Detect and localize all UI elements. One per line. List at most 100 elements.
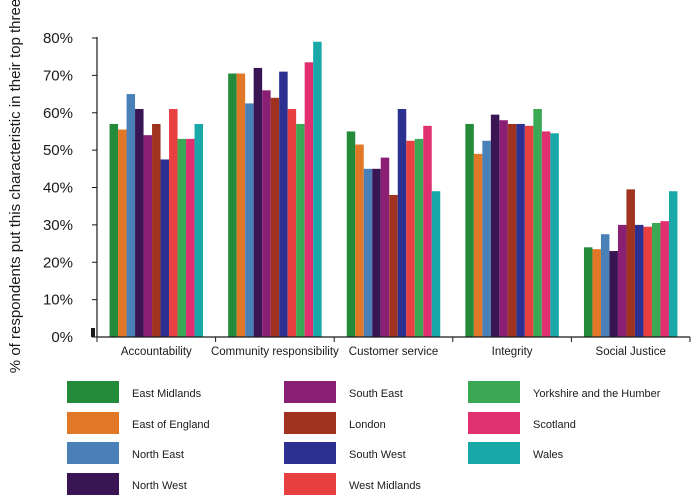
bar: [397, 109, 407, 337]
y-tick-label: 0%: [51, 329, 73, 346]
bar: [660, 221, 669, 337]
bar: [533, 109, 542, 337]
bar: [465, 123, 474, 338]
bar: [253, 67, 263, 338]
bar: [482, 140, 491, 337]
bar: [473, 153, 483, 337]
bar: [380, 157, 390, 337]
legend: East Midlands East of England North East No…: [67, 381, 661, 495]
bar: [135, 109, 144, 337]
bars: [109, 41, 678, 338]
bar: [346, 131, 356, 337]
legend-item: North West: [67, 473, 187, 495]
x-tick-label: Community responsibility: [211, 346, 339, 358]
legend-swatch: [468, 442, 520, 464]
bar: [634, 224, 644, 337]
legend-item: Scotland: [468, 412, 576, 434]
bar: [270, 97, 280, 337]
legend-item: Yorkshire and the Humber: [468, 381, 661, 403]
bar: [668, 191, 678, 337]
bar: [617, 224, 627, 337]
bar: [355, 144, 364, 337]
legend-label: North East: [132, 449, 184, 461]
bar: [389, 194, 398, 337]
legend-label: Scotland: [533, 419, 576, 431]
legend-item: East of England: [67, 412, 210, 434]
bar: [643, 226, 652, 337]
bar: [431, 191, 441, 337]
bar: [524, 125, 534, 337]
y-axis-ticks: 0% 10% 20% 30% 40% 50% 60% 70% 80%: [43, 30, 97, 346]
bar: [304, 62, 314, 337]
bar: [109, 123, 119, 338]
legend-swatch: [468, 381, 520, 403]
legend-label: South East: [349, 388, 403, 400]
bar: [609, 251, 618, 337]
legend-item: West Midlands: [284, 473, 421, 495]
bar: [490, 114, 500, 338]
y-tick-label: 10%: [43, 292, 73, 309]
bar: [550, 133, 559, 337]
legend-item: North East: [67, 442, 184, 464]
bar: [152, 123, 161, 338]
legend-swatch: [284, 473, 336, 495]
bar: [296, 123, 305, 338]
y-axis-label: % of respondents put this characteristic…: [7, 0, 24, 373]
axis-origin-marker: [91, 328, 95, 337]
legend-item: South East: [284, 381, 403, 403]
x-tick-label: Customer service: [349, 346, 438, 358]
bar: [236, 73, 246, 337]
bar: [228, 73, 237, 337]
bar: [626, 189, 635, 337]
legend-label: South West: [349, 449, 406, 461]
x-tick-label: Accountability: [121, 346, 192, 358]
y-tick-label: 50%: [43, 142, 73, 159]
y-tick-label: 80%: [43, 30, 73, 47]
legend-item: South West: [284, 442, 406, 464]
y-tick-label: 70%: [43, 67, 73, 84]
axes: [91, 37, 691, 342]
bar: [287, 109, 297, 337]
bar: [600, 234, 610, 337]
bar: [507, 123, 517, 338]
bar: [177, 138, 187, 337]
bar: [262, 90, 271, 337]
x-tick-label: Social Justice: [596, 346, 666, 358]
legend-item: East Midlands: [67, 381, 202, 403]
legend-swatch: [67, 412, 119, 434]
bar: [169, 109, 178, 337]
bar: [245, 103, 254, 337]
bar: [313, 41, 322, 338]
bar: [414, 138, 424, 337]
legend-swatch: [284, 442, 336, 464]
bar: [499, 120, 508, 337]
y-tick-label: 30%: [43, 217, 73, 234]
legend-label: East Midlands: [132, 388, 202, 400]
legend-item: London: [284, 412, 386, 434]
bar: [406, 140, 415, 337]
y-tick-label: 40%: [43, 180, 73, 197]
x-tick-label: Integrity: [492, 346, 533, 358]
bar: [194, 123, 204, 338]
legend-label: North West: [132, 480, 187, 492]
legend-item: Wales: [468, 442, 564, 464]
legend-swatch: [67, 473, 119, 495]
legend-swatch: [284, 381, 336, 403]
bar: [592, 249, 601, 337]
bar: [583, 247, 593, 337]
legend-label: Wales: [533, 449, 564, 461]
legend-swatch: [67, 442, 119, 464]
y-tick-label: 60%: [43, 105, 73, 122]
category-labels: Accountability Community responsibility Cu…: [121, 346, 666, 358]
bar: [363, 168, 373, 337]
legend-label: London: [349, 419, 386, 431]
legend-label: West Midlands: [349, 480, 421, 492]
bar: [651, 223, 661, 337]
bar: [423, 125, 432, 337]
bar: [160, 159, 170, 337]
bar: [279, 71, 288, 337]
legend-label: Yorkshire and the Humber: [533, 388, 661, 400]
bar: [372, 168, 381, 337]
y-tick-label: 20%: [43, 254, 73, 271]
